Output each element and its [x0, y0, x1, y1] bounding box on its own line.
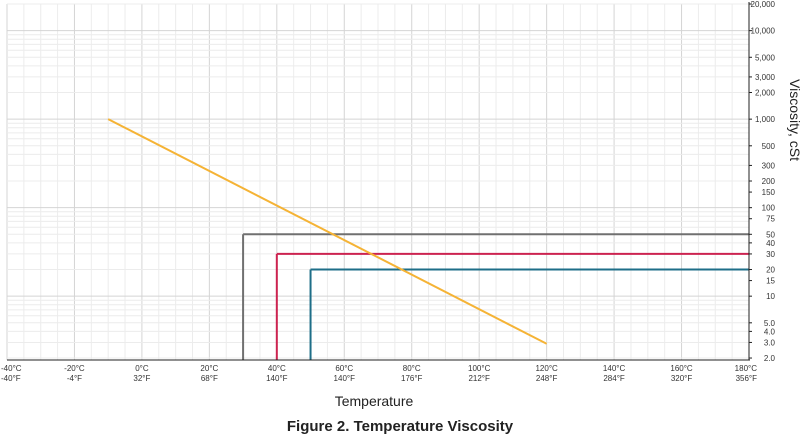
viscosity-chart: -40°C-40°F-20°C-4°F0°C32°F20°C68°F40°C14…: [1, 0, 800, 409]
horizontal-gridlines: [7, 3, 749, 359]
x-tick-fahrenheit: -4°F: [67, 374, 82, 383]
x-tick-labels: -40°C-40°F-20°C-4°F0°C32°F20°C68°F40°C14…: [1, 364, 757, 383]
x-tick-fahrenheit: 212°F: [468, 374, 490, 383]
x-tick-fahrenheit: 284°F: [603, 374, 625, 383]
x-tick-celsius: 180°C: [735, 364, 758, 373]
y-tick-label: 3,000: [755, 73, 776, 82]
x-tick-fahrenheit: 68°F: [201, 374, 218, 383]
y-tick-label: 100: [762, 204, 776, 213]
reference-lines: [242, 233, 749, 360]
x-tick-celsius: -40°C: [1, 364, 22, 373]
reference-line-50-cst: [242, 233, 749, 360]
x-tick-fahrenheit: 356°F: [736, 374, 758, 383]
x-tick-celsius: 20°C: [200, 364, 218, 373]
x-tick-fahrenheit: 32°F: [133, 374, 150, 383]
x-tick-fahrenheit: 176°F: [401, 374, 423, 383]
y-tick-label: 40: [766, 239, 775, 248]
y-tick-label: 10: [766, 292, 775, 301]
y-tick-label: 20,000: [751, 0, 776, 9]
x-tick-fahrenheit: 320°F: [671, 374, 693, 383]
y-tick-label: 2,000: [755, 89, 776, 98]
reference-line-20-cst: [309, 268, 749, 360]
figure-caption: Figure 2. Temperature Viscosity: [286, 418, 514, 435]
x-tick-celsius: 40°C: [268, 364, 286, 373]
series-lines: [107, 118, 548, 345]
y-tick-label: 2.0: [764, 354, 776, 363]
y-tick-label: 150: [762, 188, 776, 197]
x-tick-celsius: 80°C: [403, 364, 421, 373]
x-tick-celsius: -20°C: [64, 364, 85, 373]
y-tick-label: 75: [766, 215, 775, 224]
y-tick-label: 5.0: [764, 319, 776, 328]
x-tick-fahrenheit: -40°F: [1, 374, 21, 383]
reference-line-30-cst: [275, 252, 749, 360]
y-tick-label: 30: [766, 250, 775, 259]
y-tick-label: 50: [766, 230, 775, 239]
y-tick-label: 20: [766, 266, 775, 275]
series-line-viscosity: [107, 118, 548, 345]
x-tick-fahrenheit: 248°F: [536, 374, 558, 383]
x-tick-celsius: 120°C: [535, 364, 558, 373]
x-tick-celsius: 0°C: [135, 364, 149, 373]
x-tick-celsius: 60°C: [335, 364, 353, 373]
x-tick-fahrenheit: 140°F: [266, 374, 288, 383]
y-tick-label: 15: [766, 277, 775, 286]
y-tick-label: 500: [762, 142, 776, 151]
y-tick-label: 1,000: [755, 115, 776, 124]
x-tick-celsius: 160°C: [670, 364, 693, 373]
y-axis-title: Viscosity, cSt: [787, 79, 800, 161]
y-tick-label: 10,000: [751, 27, 776, 36]
y-tick-label: 200: [762, 177, 776, 186]
x-tick-fahrenheit: 140°F: [334, 374, 356, 383]
x-tick-celsius: 100°C: [468, 364, 491, 373]
y-tick-label: 300: [762, 161, 776, 170]
x-axis-title: Temperature: [335, 393, 414, 409]
x-tick-celsius: 140°C: [603, 364, 626, 373]
y-tick-labels: 20,000 10,000 5,000 3,000 2,000 1,000 500 300 20…: [749, 0, 776, 363]
y-tick-label: 3.0: [764, 338, 776, 347]
y-tick-label: 4.0: [764, 327, 776, 336]
y-tick-label: 5,000: [755, 53, 776, 62]
